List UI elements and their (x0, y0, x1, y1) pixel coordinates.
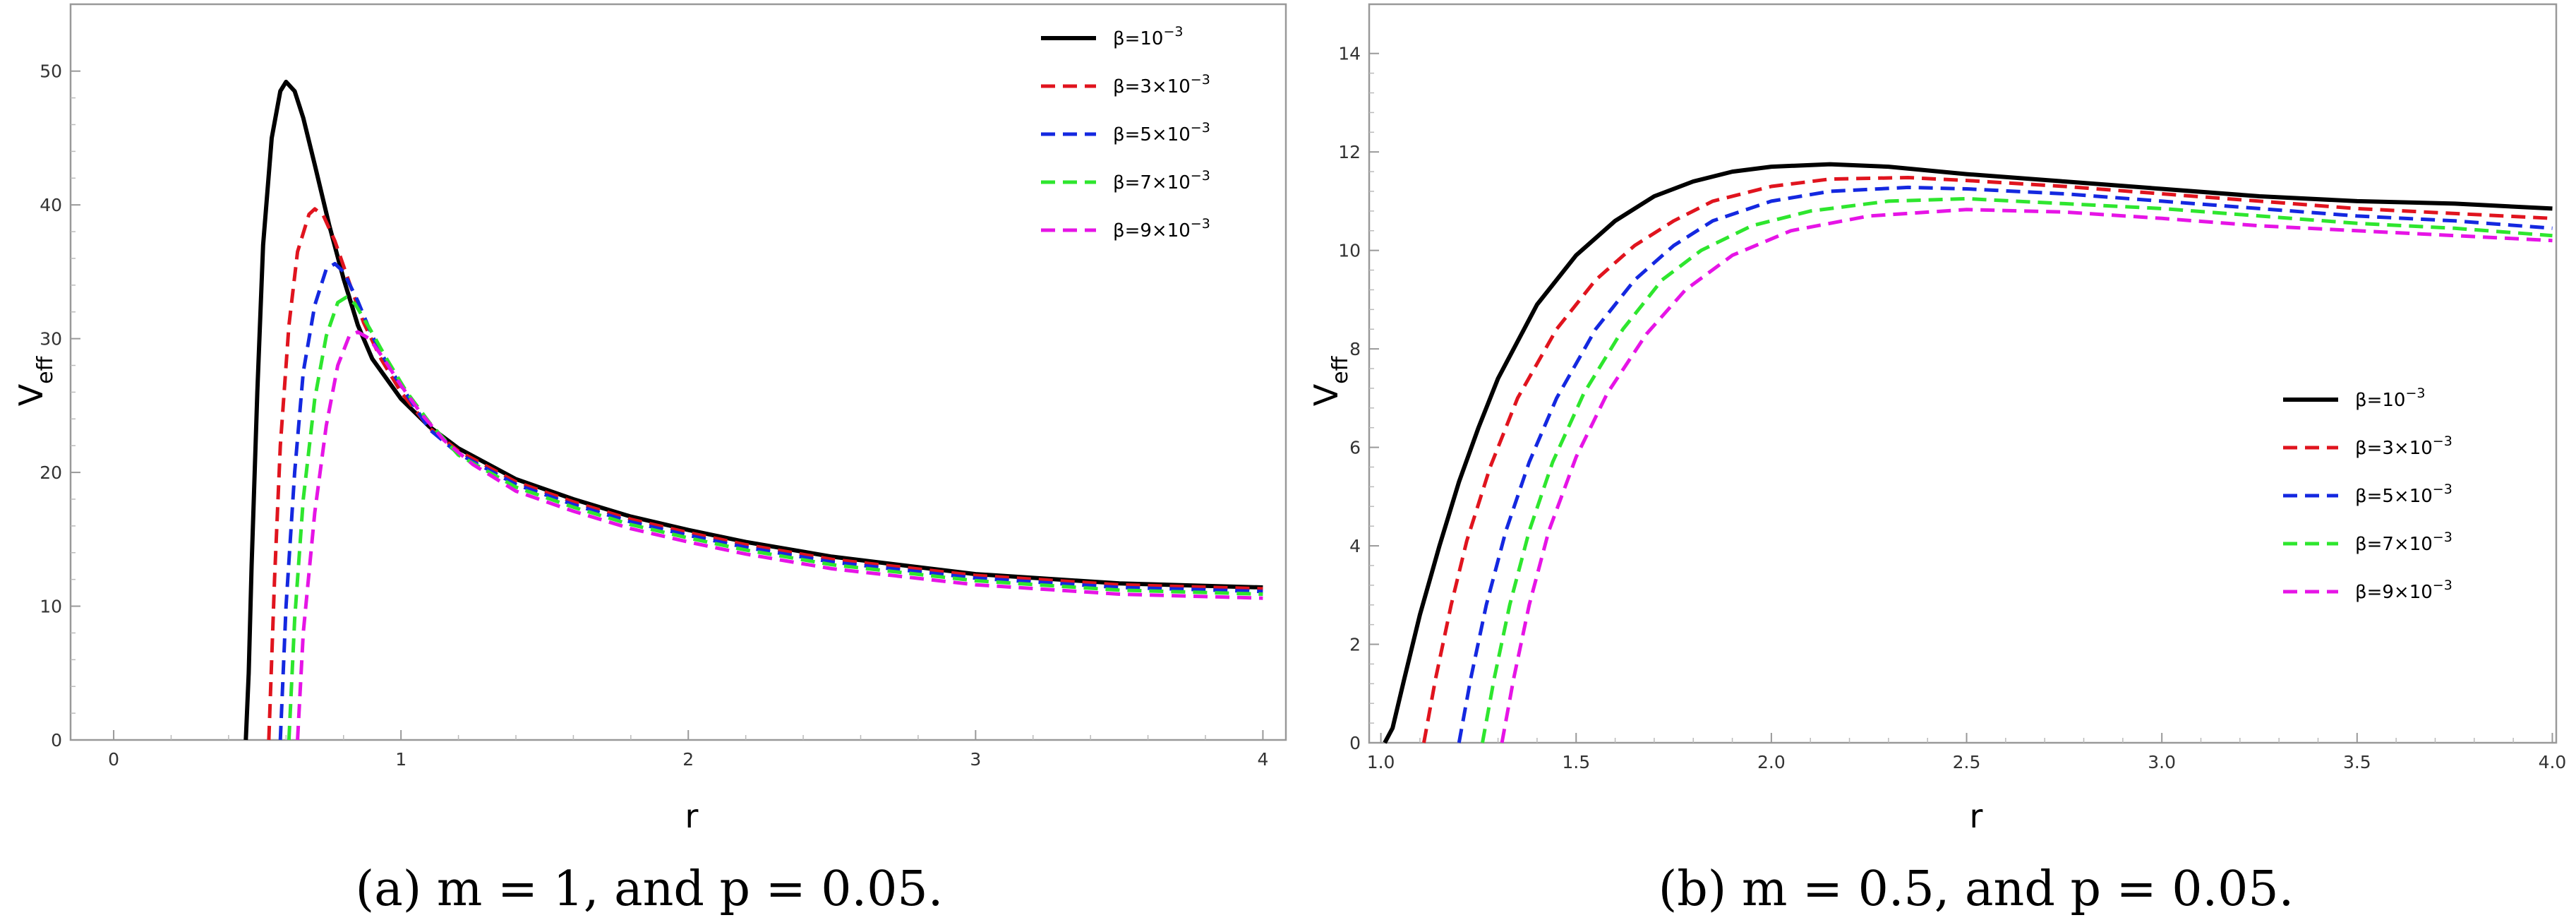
legend-b: β=10−3 β=3×10−3 β=5×10−3 β=7×10−3 β=9×10−3 (2283, 386, 2452, 603)
x-tick-label-a-2: 2 (682, 749, 694, 770)
x-tick-label-b-0: 1.0 (1367, 752, 1395, 772)
x-tick-label-a-0: 0 (108, 749, 119, 770)
x-tick-label-b-6: 4.0 (2539, 752, 2567, 772)
y-axis-title-a-main: V (12, 383, 50, 406)
x-tick-label-b-5: 3.5 (2343, 752, 2371, 772)
legend-label-b-2: β=5×10−3 (2355, 482, 2452, 507)
x-tick-label-a-1: 1 (395, 749, 407, 770)
series-line-a-1 (267, 207, 1263, 741)
series-b (1383, 162, 2553, 744)
plot-frame-a (69, 3, 1287, 741)
y-tick-label-a-2: 20 (40, 462, 62, 483)
x-tick-label-b-1: 1.5 (1562, 752, 1590, 772)
series-line-b-0 (1383, 162, 2553, 744)
ticks-b: 1.0 1.5 2.0 2.5 3.0 3.5 4.0 0 2 4 6 8 10 12 14 (1338, 44, 2566, 772)
legend-label-a-2: β=5×10−3 (1113, 120, 1210, 145)
legend-a: β=10−3 β=3×10−3 β=5×10−3 β=7×10−3 β=9×10−3 (1041, 24, 1210, 241)
series-a (243, 79, 1263, 741)
caption-a: (a) m = 1, and p = 0.05. (356, 861, 944, 917)
y-tick-label-b-0: 0 (1349, 733, 1361, 753)
y-tick-label-a-4: 40 (40, 195, 62, 215)
x-axis-title-b: r (1970, 797, 1983, 835)
plot-frame-b (1368, 3, 2558, 744)
x-tick-label-b-2: 2.0 (1757, 752, 1786, 772)
x-tick-label-b-4: 3.0 (2148, 752, 2176, 772)
x-tick-label-a-3: 3 (970, 749, 981, 770)
legend-label-a-0: β=10−3 (1113, 24, 1183, 49)
y-tick-label-b-4: 8 (1349, 339, 1361, 359)
legend-label-a-4: β=9×10−3 (1113, 216, 1210, 241)
x-axis-title-a: r (685, 797, 699, 835)
y-tick-label-a-5: 50 (40, 61, 62, 82)
legend-label-b-0: β=10−3 (2355, 386, 2425, 411)
legend-label-b-4: β=9×10−3 (2355, 578, 2452, 603)
y-axis-title-b-sub: eff (1328, 355, 1353, 383)
series-line-a-2 (278, 262, 1263, 741)
series-line-b-4 (1500, 208, 2553, 743)
y-tick-label-b-5: 10 (1338, 241, 1361, 261)
x-tick-label-b-3: 2.5 (1953, 752, 1981, 772)
y-axis-title-a-sub: eff (33, 355, 58, 383)
y-tick-label-a-1: 10 (40, 597, 62, 617)
y-tick-label-b-2: 4 (1349, 536, 1361, 556)
y-tick-label-b-1: 2 (1349, 635, 1361, 655)
y-axis-title-b-main: V (1307, 383, 1345, 406)
y-tick-label-a-0: 0 (51, 730, 62, 751)
y-tick-label-b-3: 6 (1349, 438, 1361, 458)
legend-label-b-1: β=3×10−3 (2355, 434, 2452, 459)
legend-label-b-3: β=7×10−3 (2355, 530, 2452, 555)
series-line-b-1 (1422, 176, 2553, 743)
legend-label-a-3: β=7×10−3 (1113, 168, 1210, 193)
series-line-a-4 (296, 330, 1263, 741)
y-tick-label-b-7: 14 (1338, 44, 1361, 64)
legend-label-a-1: β=3×10−3 (1113, 72, 1210, 97)
series-line-a-0 (243, 79, 1263, 741)
y-tick-label-a-3: 30 (40, 329, 62, 350)
y-axis-title-a: Veff (12, 355, 58, 406)
x-tick-label-a-4: 4 (1257, 749, 1268, 770)
series-line-a-3 (287, 295, 1263, 741)
y-tick-label-b-6: 12 (1338, 142, 1361, 162)
y-axis-title-b: Veff (1307, 355, 1353, 406)
svg-text:Veff: Veff (1307, 355, 1353, 406)
caption-b: (b) m = 0.5, and p = 0.05. (1659, 861, 2294, 917)
series-line-b-3 (1481, 196, 2553, 743)
svg-text:Veff: Veff (12, 355, 58, 406)
series-line-b-2 (1457, 185, 2553, 743)
